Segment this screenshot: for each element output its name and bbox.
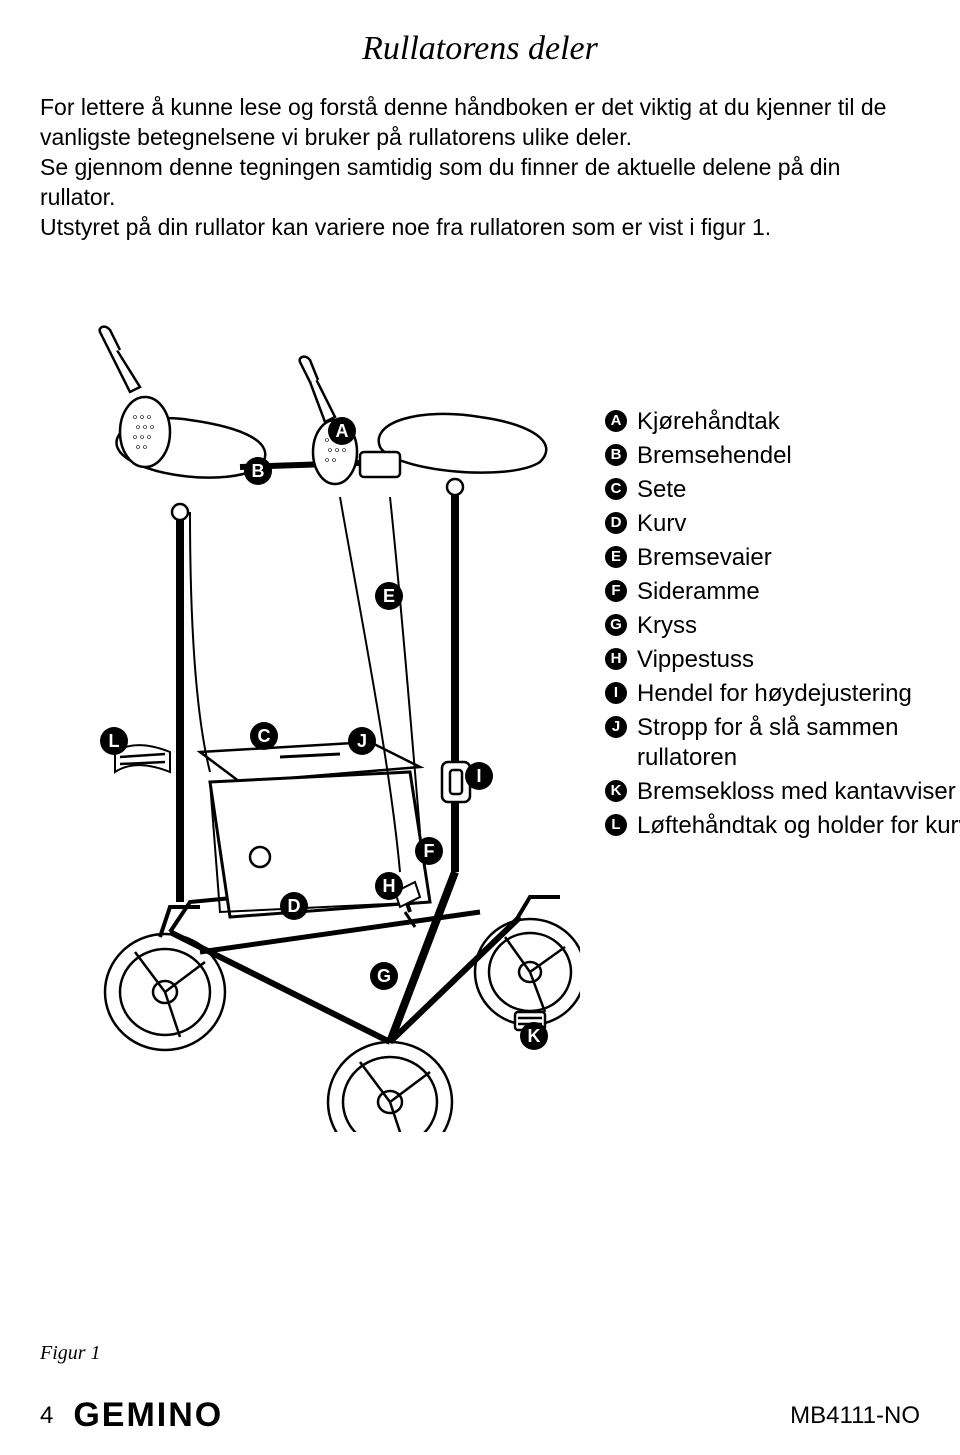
legend-marker-icon: C bbox=[605, 478, 627, 500]
figure-label: Figur 1 bbox=[40, 1342, 101, 1365]
legend-label: Hendel for høydejustering bbox=[637, 679, 960, 709]
legend-item-l: L Løftehåndtak og holder for kurv bbox=[605, 811, 960, 841]
legend-item-j: J Stropp for å slå sammen rullatoren bbox=[605, 713, 960, 773]
legend-label: Bremsekloss med kantavviser bbox=[637, 777, 960, 807]
legend-item-e: E Bremsevaier bbox=[605, 543, 960, 573]
legend-label: Vippestuss bbox=[637, 645, 960, 675]
legend-label: Stropp for å slå sammen rullatoren bbox=[637, 713, 960, 773]
legend-marker-icon: L bbox=[605, 814, 627, 836]
legend-item-f: F Sideramme bbox=[605, 577, 960, 607]
legend-label: Sete bbox=[637, 475, 960, 505]
legend-item-c: C Sete bbox=[605, 475, 960, 505]
legend-item-h: H Vippestuss bbox=[605, 645, 960, 675]
legend-label: Kjørehåndtak bbox=[637, 407, 960, 437]
legend-marker-icon: J bbox=[605, 716, 627, 738]
page-footer: 4 GEMINO MB4111-NO bbox=[40, 1396, 920, 1435]
legend-item-k: K Bremsekloss med kantavviser bbox=[605, 777, 960, 807]
legend-label: Sideramme bbox=[637, 577, 960, 607]
legend-label: Kurv bbox=[637, 509, 960, 539]
legend-item-b: B Bremsehendel bbox=[605, 441, 960, 471]
diagram-area: ABCDEFGHIJKL AKjørehåndtakBBremsehendelC… bbox=[40, 282, 920, 1182]
legend-marker-icon: F bbox=[605, 580, 627, 602]
page-title: Rullatorens deler bbox=[40, 30, 920, 68]
legend-label: Bremsehendel bbox=[637, 441, 960, 471]
legend-marker-icon: I bbox=[605, 682, 627, 704]
rollator-illustration bbox=[60, 312, 580, 1132]
legend-item-d: D Kurv bbox=[605, 509, 960, 539]
document-id: MB4111-NO bbox=[790, 1402, 920, 1430]
legend-item-g: G Kryss bbox=[605, 611, 960, 641]
legend-marker-icon: A bbox=[605, 410, 627, 432]
legend-marker-icon: G bbox=[605, 614, 627, 636]
legend-label: Kryss bbox=[637, 611, 960, 641]
legend-marker-icon: K bbox=[605, 780, 627, 802]
legend-marker-icon: D bbox=[605, 512, 627, 534]
legend-item-a: A Kjørehåndtak bbox=[605, 407, 960, 437]
legend-marker-icon: E bbox=[605, 546, 627, 568]
intro-paragraph: For lettere å kunne lese og forstå denne… bbox=[40, 93, 920, 242]
legend-label: Bremsevaier bbox=[637, 543, 960, 573]
legend-marker-icon: B bbox=[605, 444, 627, 466]
brand-logo: GEMINO bbox=[73, 1396, 223, 1435]
legend-marker-icon: H bbox=[605, 648, 627, 670]
parts-legend: A Kjørehåndtak B Bremsehendel C Sete D Kurv E Bre… bbox=[605, 407, 960, 845]
page-number: 4 bbox=[40, 1402, 53, 1430]
legend-label: Løftehåndtak og holder for kurv bbox=[637, 811, 960, 841]
legend-item-i: I Hendel for høydejustering bbox=[605, 679, 960, 709]
